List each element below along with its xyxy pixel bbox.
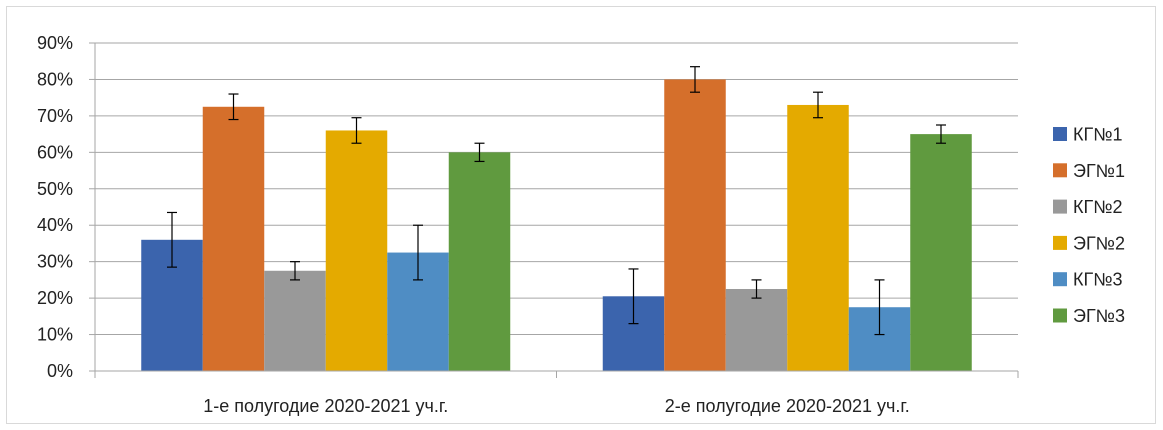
- x-category-label: 1-е полугодие 2020-2021 уч.г.: [203, 396, 448, 416]
- legend-label: КГ№3: [1073, 270, 1123, 290]
- bar: [448, 152, 511, 371]
- y-tick-label: 30%: [37, 252, 73, 272]
- y-tick-label: 80%: [37, 69, 73, 89]
- y-axis-ticks: 0% 10% 20% 30% 40% 50% 60% 70% 80% 90%: [37, 33, 95, 381]
- bar: [664, 79, 726, 371]
- bar: [202, 106, 265, 372]
- y-tick-label: 60%: [37, 142, 73, 162]
- bar: [725, 289, 788, 371]
- legend-swatch: [1053, 127, 1067, 141]
- bar: [264, 270, 326, 371]
- legend-label: ЭГ№2: [1073, 233, 1125, 253]
- y-tick-label: 40%: [37, 215, 73, 235]
- legend-swatch: [1053, 199, 1067, 214]
- y-tick-label: 70%: [37, 106, 73, 126]
- bar: [325, 130, 388, 371]
- legend-label: КГ№2: [1073, 197, 1123, 217]
- legend: КГ№1 ЭГ№1 КГ№2 ЭГ№2 КГ№3 ЭГ№3: [1053, 125, 1125, 326]
- y-tick-label: 90%: [37, 33, 73, 53]
- legend-swatch: [1053, 272, 1067, 287]
- y-tick-label: 20%: [37, 288, 73, 308]
- legend-label: ЭГ№1: [1073, 161, 1125, 181]
- legend-label: КГ№1: [1073, 125, 1123, 145]
- y-tick-label: 0%: [47, 361, 73, 381]
- error-bars: [167, 66, 946, 336]
- y-tick-label: 50%: [37, 179, 73, 199]
- legend-swatch: [1053, 163, 1067, 178]
- category-labels: 1-е полугодие 2020-2021 уч.г. 2-е полугод…: [203, 396, 910, 416]
- legend-swatch: [1053, 308, 1067, 323]
- bar: [910, 134, 972, 371]
- legend-swatch: [1053, 235, 1067, 250]
- legend-label: ЭГ№3: [1073, 306, 1125, 326]
- x-axis: [94, 43, 1019, 378]
- x-category-label: 2-е полугодие 2020-2021 уч.г.: [665, 396, 910, 416]
- y-tick-label: 10%: [37, 325, 73, 345]
- bar: [787, 104, 849, 371]
